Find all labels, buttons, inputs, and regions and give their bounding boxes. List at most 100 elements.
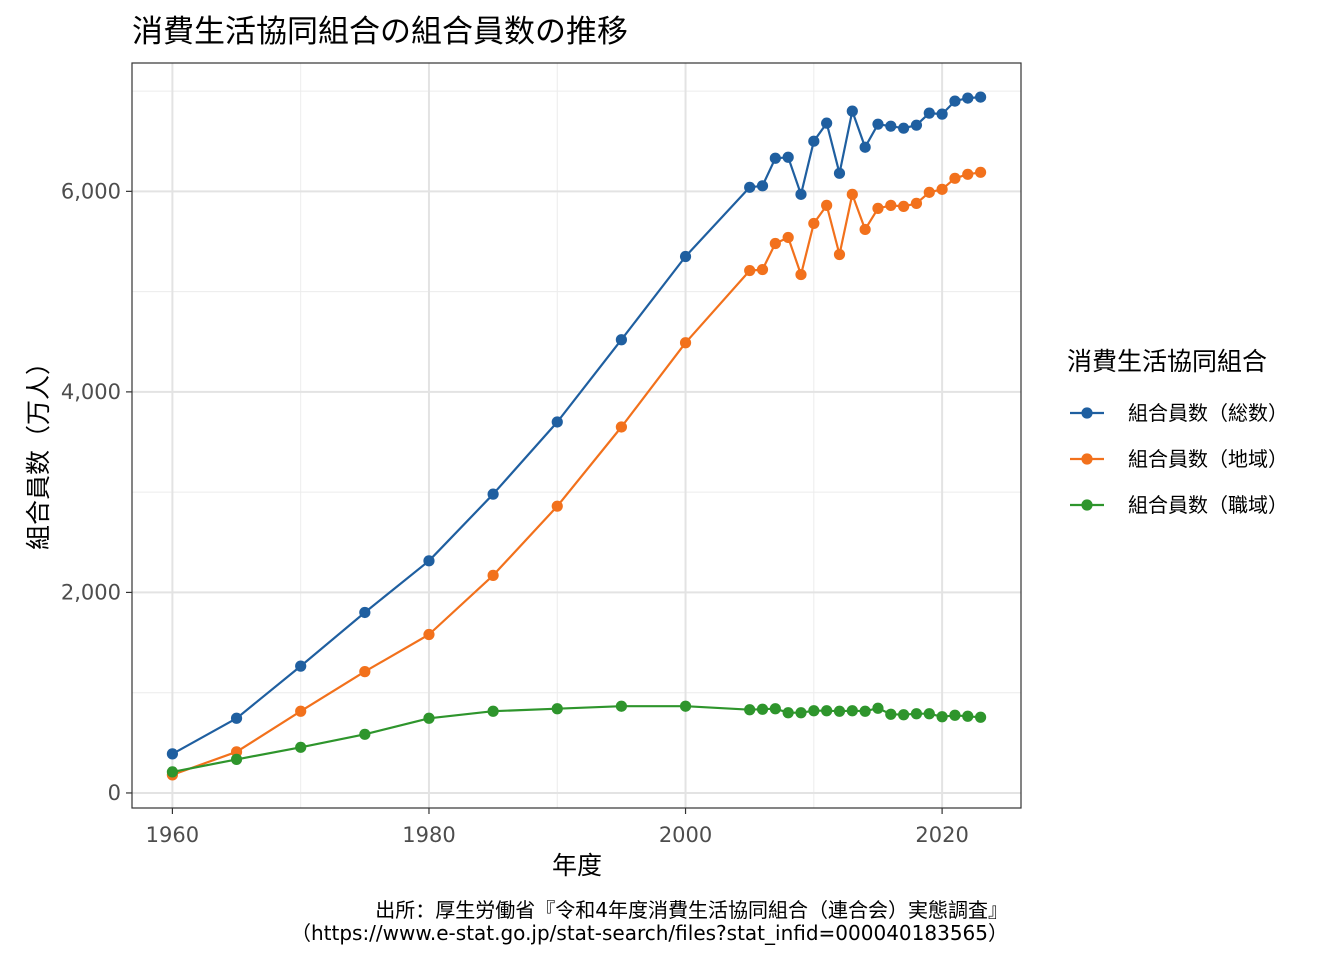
data-point <box>423 555 435 567</box>
data-point <box>910 708 923 720</box>
data-point <box>910 119 923 131</box>
series-2 <box>166 166 987 781</box>
data-point <box>615 421 627 433</box>
data-point <box>295 705 307 717</box>
data-point <box>769 703 781 715</box>
data-point <box>756 703 769 715</box>
data-point <box>833 167 846 179</box>
data-point <box>769 237 781 250</box>
caption: 出所：厚生労働省『令和4年度消費生活協同組合（連合会）実態調査』 （https:… <box>291 898 1008 945</box>
data-point <box>808 135 820 147</box>
data-point <box>795 268 807 281</box>
data-point <box>359 666 371 678</box>
data-point <box>936 183 948 195</box>
data-point <box>898 709 910 721</box>
data-point <box>230 712 243 724</box>
x-tick-label: 2020 <box>915 823 968 847</box>
data-point <box>910 197 923 209</box>
data-point <box>872 118 884 130</box>
legend-key-point <box>1081 453 1093 465</box>
y-tick-label: 4,000 <box>61 380 121 404</box>
data-point <box>821 117 833 129</box>
data-point <box>962 92 974 104</box>
y-axis-title: 組合員数（万人） <box>24 350 53 550</box>
series-line <box>171 96 981 755</box>
data-point <box>166 748 179 760</box>
legend-item: 組合員数（職域） <box>1070 493 1288 517</box>
data-point <box>744 704 756 716</box>
data-point <box>487 569 499 581</box>
data-point <box>551 703 563 715</box>
data-point <box>679 700 692 712</box>
data-point <box>923 186 935 198</box>
data-point <box>359 606 371 619</box>
data-point <box>846 105 858 117</box>
data-point <box>795 707 807 719</box>
data-point <box>885 120 897 132</box>
legend-key-point <box>1081 499 1093 511</box>
data-point <box>487 488 499 500</box>
data-point <box>615 334 627 346</box>
data-point <box>744 181 756 193</box>
data-point <box>551 416 563 428</box>
data-point <box>769 152 781 164</box>
data-point <box>679 250 692 263</box>
series-1 <box>166 91 987 760</box>
data-point <box>936 108 948 120</box>
data-point <box>782 231 794 244</box>
series-layer <box>166 91 987 781</box>
data-point <box>679 337 692 349</box>
data-point <box>949 95 961 107</box>
data-point <box>885 199 897 211</box>
data-point <box>615 700 627 712</box>
data-point <box>295 660 307 672</box>
data-point <box>808 217 820 230</box>
data-point <box>795 188 807 200</box>
data-point <box>166 766 179 778</box>
data-point <box>782 707 794 719</box>
data-point <box>923 107 935 119</box>
data-point <box>551 500 563 512</box>
data-point <box>898 122 910 134</box>
data-point <box>846 188 858 200</box>
legend-label: 組合員数（総数） <box>1128 401 1288 425</box>
data-point <box>756 180 769 192</box>
data-point <box>872 702 884 714</box>
data-point <box>821 199 833 211</box>
y-tick-label: 6,000 <box>61 179 121 203</box>
y-tick-label: 0 <box>108 781 121 805</box>
data-point <box>230 753 243 765</box>
data-point <box>974 711 987 723</box>
legend-label: 組合員数（地域） <box>1128 447 1288 471</box>
data-point <box>962 710 974 722</box>
data-point <box>859 223 871 236</box>
y-tick-label: 2,000 <box>61 580 121 604</box>
series-line <box>172 171 981 776</box>
legend-item: 組合員数（地域） <box>1070 447 1288 471</box>
data-point <box>821 705 833 717</box>
series-line <box>172 705 981 773</box>
data-point <box>974 91 987 103</box>
data-point <box>936 711 948 723</box>
plot-panel <box>131 62 1022 809</box>
data-point <box>923 708 935 720</box>
data-point <box>885 708 897 720</box>
data-point <box>808 705 820 717</box>
x-tick-label: 1980 <box>402 823 455 847</box>
x-axis-title: 年度 <box>552 851 602 880</box>
data-point <box>872 202 884 214</box>
legend-title: 消費生活協同組合 <box>1067 347 1267 376</box>
data-point <box>782 151 794 163</box>
data-point <box>949 172 961 184</box>
data-point <box>859 141 871 153</box>
data-point <box>295 741 307 753</box>
data-point <box>846 705 858 717</box>
legend: 消費生活協同組合 組合員数（総数） 組合員数（地域） 組合員数（職域） <box>1067 347 1288 517</box>
x-tick-label: 1960 <box>146 823 199 847</box>
x-tick-label: 2000 <box>659 823 712 847</box>
data-point <box>744 264 756 277</box>
data-point <box>962 168 974 180</box>
chart-title: 消費生活協同組合の組合員数の推移 <box>132 14 628 50</box>
data-point <box>756 263 769 276</box>
data-point <box>833 248 846 261</box>
